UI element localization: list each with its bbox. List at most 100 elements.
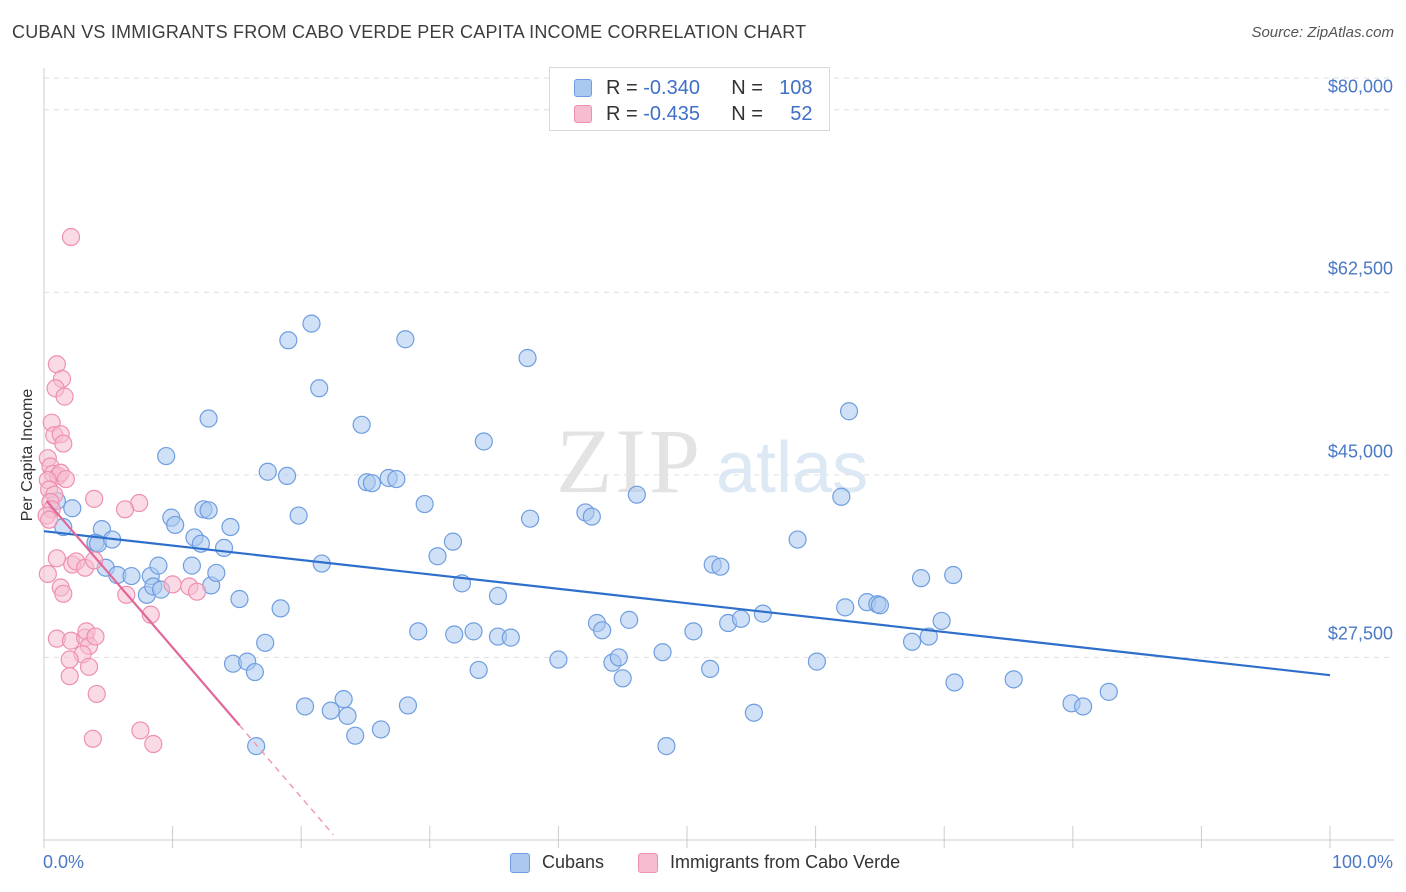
point-cubans	[870, 596, 890, 615]
legend-r-value: -0.435	[643, 102, 700, 125]
legend-n-label: N =	[731, 102, 763, 125]
legend-r-label: R =	[606, 102, 638, 125]
point-cubans	[744, 703, 763, 722]
legend-row-cabo-verde: R = -0.435 N = 52	[574, 102, 813, 126]
point-cubans	[256, 633, 275, 652]
point-cubans	[310, 379, 329, 398]
point-cabo-verde	[61, 227, 81, 247]
point-cubans	[346, 726, 365, 745]
point-cubans	[338, 706, 357, 725]
legend-label-cubans: Cubans	[542, 852, 605, 872]
point-cabo-verde	[54, 584, 73, 603]
bottom-legend: Cubans Immigrants from Cabo Verde	[510, 852, 934, 873]
point-cubans	[627, 485, 646, 504]
point-cubans	[207, 563, 226, 583]
point-cubans	[199, 501, 218, 520]
point-cabo-verde	[40, 510, 59, 529]
point-cubans	[932, 611, 951, 631]
point-cubans	[334, 690, 353, 709]
point-cubans	[593, 621, 612, 640]
point-cubans	[807, 652, 826, 671]
legend-row-cubans: R = -0.340 N = 108	[574, 76, 813, 100]
point-cubans	[352, 415, 371, 434]
bottom-legend-cabo-verde: Immigrants from Cabo Verde	[638, 852, 900, 873]
y-tick-label: $27,500	[1327, 623, 1393, 644]
point-cubans	[1004, 670, 1023, 689]
point-cubans	[464, 622, 483, 641]
point-cubans	[1073, 697, 1093, 716]
point-cubans	[613, 669, 632, 688]
point-cabo-verde	[85, 489, 104, 508]
point-cabo-verde	[79, 657, 99, 676]
bottom-legend-cubans: Cubans	[510, 852, 604, 873]
series-cubans	[47, 314, 1118, 756]
point-cubans	[428, 547, 447, 566]
point-cabo-verde	[187, 582, 207, 601]
point-cubans	[302, 314, 321, 333]
point-cabo-verde	[144, 734, 163, 754]
point-cubans	[63, 499, 82, 518]
point-cubans	[199, 409, 218, 428]
point-cubans	[711, 557, 730, 576]
legend-swatch-blue	[574, 79, 592, 97]
point-cabo-verde	[163, 575, 182, 594]
trend-lines	[43, 500, 1331, 836]
trend-line-cabo-verde	[45, 500, 241, 726]
y-tick-label: $80,000	[1327, 76, 1393, 97]
chart-title: CUBAN VS IMMIGRANTS FROM CABO VERDE PER …	[12, 22, 807, 42]
point-cubans	[657, 737, 676, 756]
point-cubans	[944, 565, 963, 585]
point-cubans	[518, 348, 537, 368]
point-cubans	[788, 530, 807, 549]
point-cubans	[474, 432, 493, 451]
legend-n-value: 52	[790, 102, 813, 125]
point-cubans	[1099, 682, 1118, 701]
point-cubans	[149, 556, 168, 575]
point-cabo-verde	[87, 684, 106, 704]
point-cubans	[182, 556, 201, 575]
point-cabo-verde	[83, 729, 102, 748]
point-cubans	[839, 402, 859, 421]
point-cubans	[214, 538, 234, 557]
legend-r-label: R =	[606, 76, 638, 99]
point-cubans	[398, 696, 418, 715]
legend-n-value: 108	[779, 76, 813, 99]
point-cubans	[371, 720, 391, 739]
point-cubans	[295, 697, 315, 716]
point-cubans	[221, 517, 240, 537]
point-cubans	[271, 599, 290, 618]
point-cubans	[443, 532, 463, 551]
point-cabo-verde	[131, 721, 150, 740]
point-cubans	[945, 673, 964, 692]
point-cabo-verde	[55, 387, 74, 406]
point-cubans	[469, 660, 488, 680]
point-cubans	[122, 566, 141, 586]
trend-extension-cabo-verde	[238, 724, 334, 836]
point-cubans	[902, 632, 922, 651]
point-cubans	[321, 701, 340, 720]
legend-r-value: -0.340	[643, 76, 700, 99]
x-tick-max: 100.0%	[1331, 852, 1393, 872]
point-cabo-verde	[115, 500, 135, 519]
x-tick-min: 0.0%	[43, 852, 85, 872]
point-cubans	[415, 494, 434, 514]
legend-n-label: N =	[731, 76, 763, 99]
point-cubans	[731, 609, 751, 628]
point-cubans	[157, 446, 176, 466]
point-cubans	[919, 627, 938, 646]
point-cubans	[488, 586, 508, 605]
point-cabo-verde	[60, 667, 79, 686]
point-cubans	[289, 506, 308, 525]
point-cubans	[836, 598, 855, 617]
y-tick-label: $62,500	[1327, 258, 1393, 279]
legend-swatch-pink	[574, 105, 592, 123]
point-cubans	[549, 650, 568, 669]
point-cubans	[521, 509, 540, 528]
source-label: Source: ZipAtlas.com	[1251, 24, 1394, 41]
point-cubans	[258, 462, 277, 481]
legend-label-cabo-verde: Immigrants from Cabo Verde	[670, 852, 901, 872]
series-cabo-verde	[37, 227, 207, 754]
point-cubans	[362, 474, 382, 493]
point-cubans	[245, 662, 265, 682]
